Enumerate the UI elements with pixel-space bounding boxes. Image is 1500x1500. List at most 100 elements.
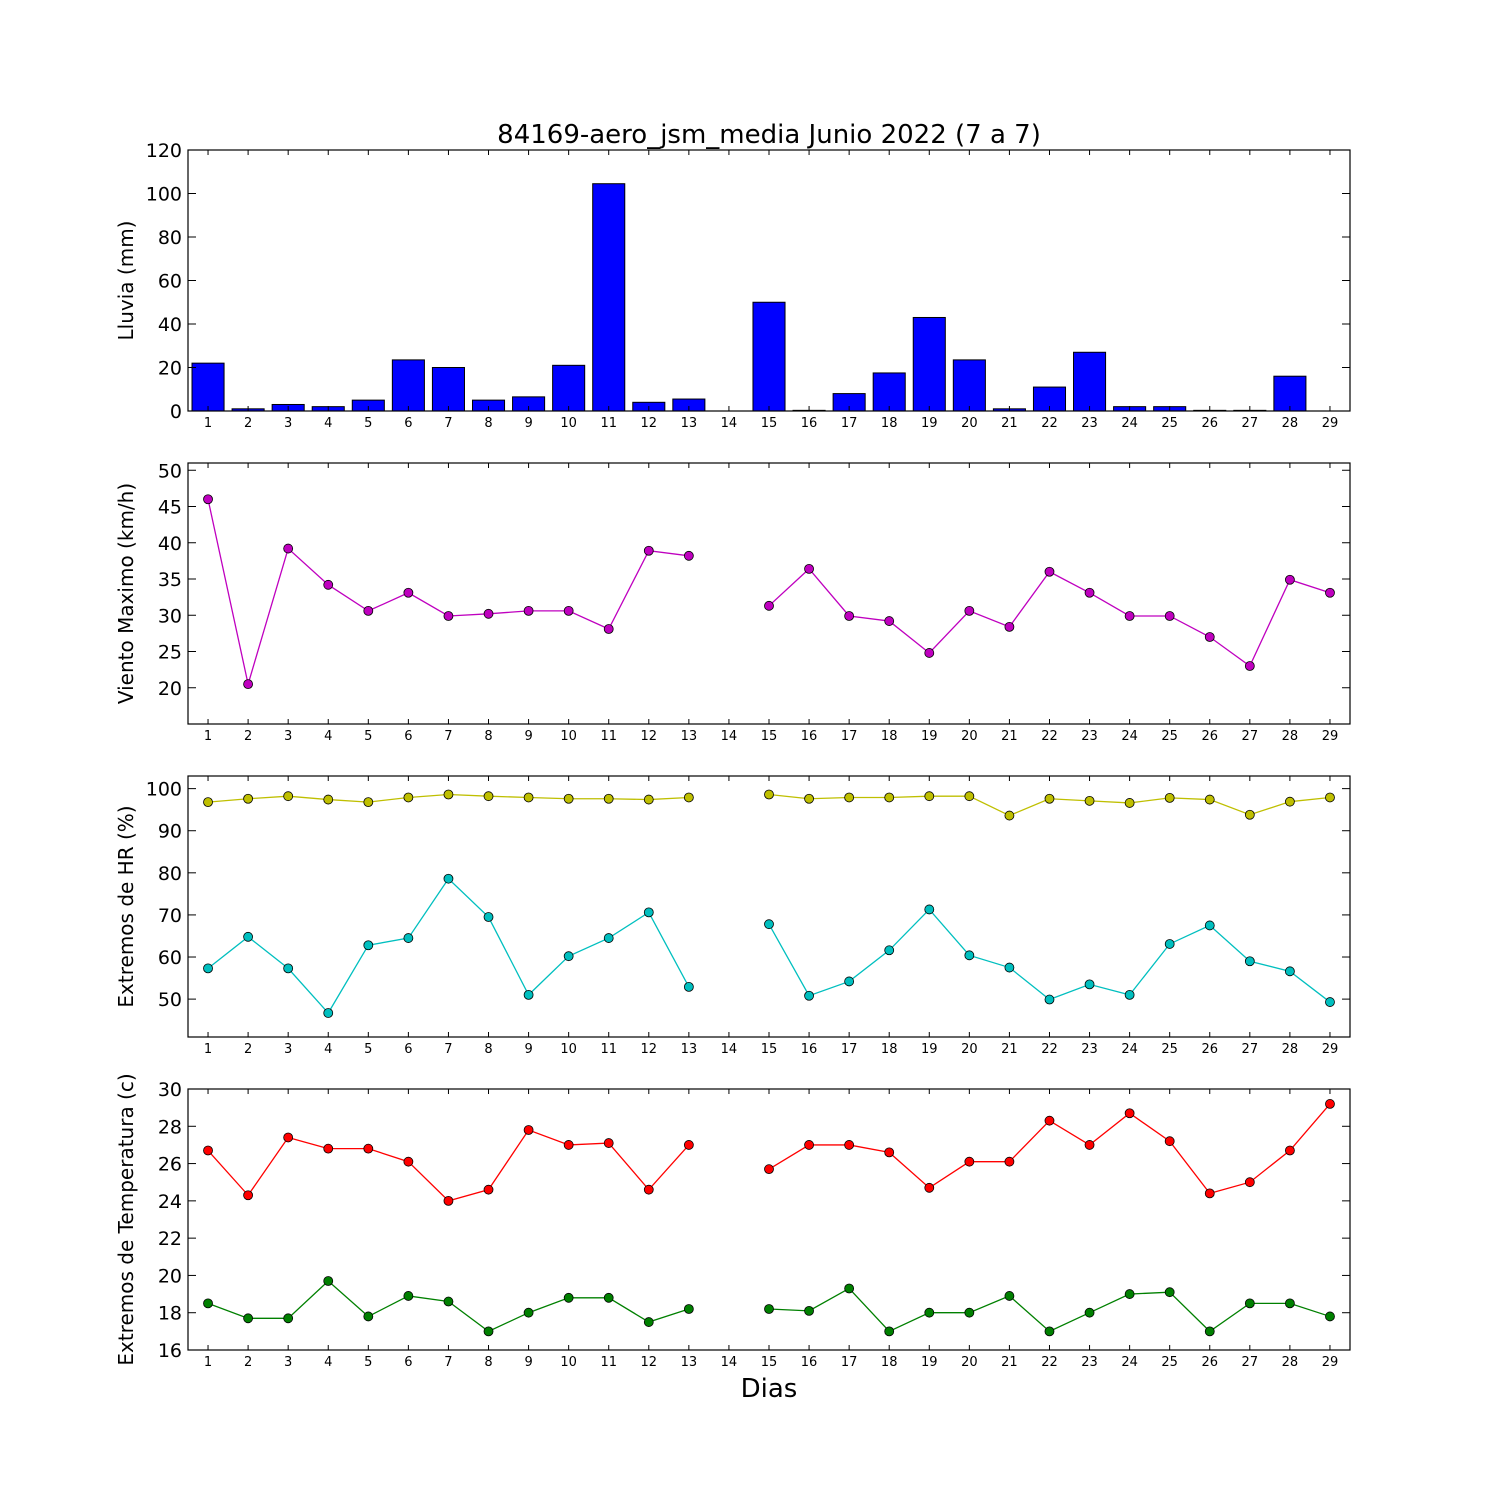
series-1-point-day-7: [443, 611, 454, 621]
series-1-point-day-13: [683, 1140, 694, 1150]
x-tick-label: 10: [560, 1042, 577, 1057]
x-tick-label: 8: [484, 729, 492, 744]
series-2-point-day-9: [523, 1307, 534, 1318]
y-tick-label: 20: [158, 678, 182, 700]
x-tick-label: 10: [560, 729, 577, 744]
series-2-point-day-1: [203, 1298, 213, 1309]
x-tick-label: 1: [204, 729, 212, 744]
series-2-point-day-26: [1204, 920, 1215, 931]
x-tick-label: 18: [881, 1355, 898, 1370]
x-tick-label: 9: [524, 729, 532, 744]
bar-day-19: [912, 316, 946, 412]
x-tick-label: 25: [1161, 729, 1178, 744]
series-1-point-day-5: [363, 1143, 374, 1154]
series-2-point-day-10: [563, 1292, 574, 1303]
series-2-point-day-26: [1204, 1326, 1215, 1337]
series-1-point-day-9: [523, 606, 534, 616]
series-2-point-day-18: [884, 945, 895, 956]
bar-day-15: [752, 301, 786, 412]
x-tick-label: 20: [961, 1355, 978, 1370]
x-tick-label: 1: [204, 1042, 212, 1057]
series-1-point-day-8: [483, 608, 494, 619]
series-1-point-day-6: [403, 792, 414, 803]
x-tick-label: 8: [484, 1042, 492, 1057]
y-tick-label: 20: [158, 358, 182, 380]
series-2-point-day-7: [443, 1296, 454, 1307]
x-tick-label: 14: [721, 1042, 738, 1057]
series-1-line: [207, 1129, 690, 1202]
x-tick-label: 23: [1081, 416, 1098, 431]
y-tick-label: 28: [158, 1116, 182, 1138]
series-2-point-day-8: [483, 912, 494, 922]
series-2-point-day-22: [1044, 1326, 1055, 1337]
series-1-point-day-22: [1044, 1115, 1055, 1126]
y-axis-label: Viento Maximo (km/h): [114, 483, 138, 704]
series-1-point-day-2: [243, 793, 254, 804]
y-tick-label: 80: [158, 863, 182, 885]
series-1-point-day-1: [203, 797, 213, 807]
series-2-point-day-27: [1244, 1298, 1255, 1309]
series-1-point-day-11: [603, 1138, 614, 1148]
series-2-point-day-15: [764, 1304, 774, 1314]
x-tick-label: 15: [761, 1355, 778, 1370]
series-2-point-day-20: [964, 950, 975, 961]
x-tick-label: 28: [1282, 1355, 1299, 1370]
bar-day-11: [592, 183, 626, 412]
series-1-point-day-22: [1044, 566, 1055, 577]
x-tick-label: 19: [921, 416, 938, 431]
series-1-line: [207, 499, 689, 685]
series-1-point-day-29: [1325, 587, 1335, 598]
x-tick-label: 2: [244, 1042, 252, 1057]
x-tick-label: 27: [1242, 1355, 1259, 1370]
series-2-point-day-25: [1164, 1287, 1175, 1298]
series-1-point-day-4: [323, 1143, 334, 1154]
series-1-point-day-2: [243, 1190, 254, 1201]
series-2-point-day-4: [323, 1008, 334, 1018]
x-tick-label: 6: [404, 1042, 412, 1057]
x-tick-label: 18: [881, 416, 898, 431]
y-tick-label: 18: [158, 1303, 182, 1325]
series-1-point-day-19: [924, 648, 935, 658]
series-1-point-day-26: [1204, 1188, 1215, 1199]
series-2-point-day-24: [1124, 1289, 1135, 1299]
y-tick-label: 50: [158, 460, 182, 482]
y-tick-label: 35: [158, 569, 182, 591]
x-tick-label: 27: [1242, 416, 1259, 431]
series-1-point-day-21: [1004, 810, 1015, 821]
x-tick-label: 11: [600, 729, 617, 744]
series-1-point-day-5: [363, 606, 374, 616]
x-tick-label: 16: [801, 1042, 818, 1057]
series-1-point-day-12: [643, 1184, 654, 1195]
series-1-point-day-7: [443, 1195, 454, 1206]
series-1-point-day-27: [1244, 1177, 1255, 1188]
x-tick-label: 26: [1201, 1355, 1218, 1370]
series-1-point-day-20: [964, 1156, 975, 1167]
series-2-point-day-25: [1164, 939, 1175, 949]
x-axis-label: Dias: [741, 1374, 798, 1404]
series-1-point-day-19: [924, 1182, 935, 1193]
x-tick-label: 5: [364, 1355, 372, 1370]
x-tick-label: 10: [560, 1355, 577, 1370]
x-tick-label: 3: [284, 416, 292, 431]
x-tick-label: 19: [921, 729, 938, 744]
y-tick-label: 30: [158, 1079, 182, 1101]
series-2-point-day-12: [643, 1317, 654, 1327]
series-1-point-day-27: [1244, 809, 1255, 820]
x-tick-label: 24: [1121, 729, 1138, 744]
x-tick-label: 9: [524, 1355, 532, 1370]
series-1-point-day-28: [1285, 1145, 1295, 1156]
x-tick-label: 21: [1001, 729, 1018, 744]
y-tick-label: 40: [158, 533, 182, 555]
y-tick-label: 100: [146, 184, 182, 206]
axes-frame: [187, 462, 1351, 725]
series-1-point-day-2: [243, 679, 254, 690]
x-tick-label: 13: [681, 729, 698, 744]
x-tick-label: 5: [364, 729, 372, 744]
series-1-point-day-4: [323, 794, 334, 805]
x-tick-label: 15: [761, 416, 778, 431]
series-2-point-day-10: [563, 951, 574, 962]
